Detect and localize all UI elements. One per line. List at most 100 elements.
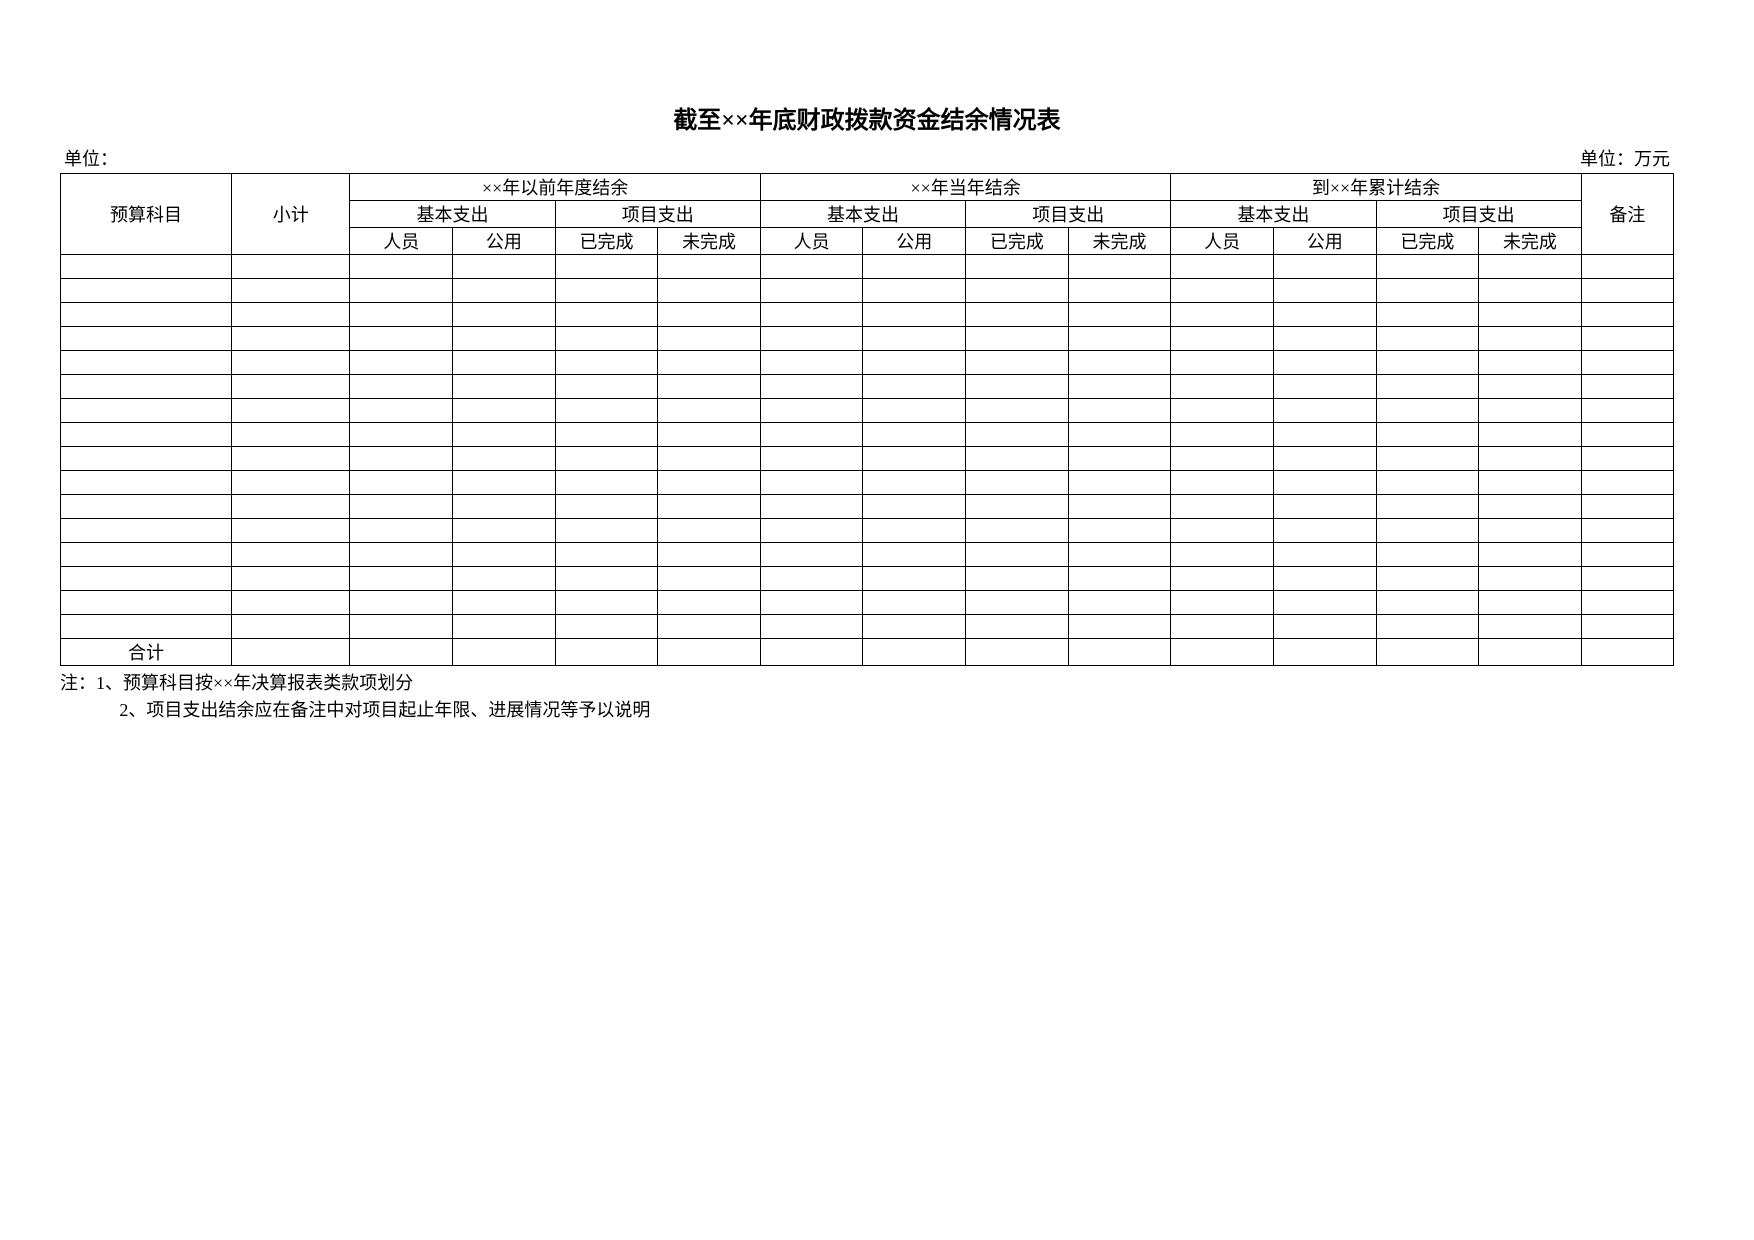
table-cell: [1581, 423, 1673, 447]
table-cell: [966, 351, 1069, 375]
table-cell: [1171, 591, 1274, 615]
table-cell: [350, 255, 453, 279]
table-cell: [1068, 519, 1171, 543]
table-cell: [350, 591, 453, 615]
table-cell: [658, 639, 761, 666]
table-cell: [350, 303, 453, 327]
table-cell: [350, 471, 453, 495]
table-cell: [863, 591, 966, 615]
table-cell: [1376, 639, 1479, 666]
table-cell: [232, 543, 350, 567]
table-cell: [1273, 495, 1376, 519]
table-cell: [1171, 495, 1274, 519]
table-cell: [1479, 591, 1582, 615]
table-cell: [350, 351, 453, 375]
header-undone-2: 未完成: [1068, 228, 1171, 255]
table-cell: [1479, 327, 1582, 351]
header-basic-2: 基本支出: [760, 201, 965, 228]
table-cell: [1068, 639, 1171, 666]
table-cell: [453, 471, 556, 495]
table-cell: [863, 327, 966, 351]
table-cell: [966, 375, 1069, 399]
table-cell: [658, 375, 761, 399]
table-cell: [232, 447, 350, 471]
table-cell: [453, 495, 556, 519]
table-cell: [555, 399, 658, 423]
header-project-2: 项目支出: [966, 201, 1171, 228]
table-cell: [966, 255, 1069, 279]
table-cell: [658, 279, 761, 303]
table-cell: [1581, 399, 1673, 423]
table-cell: [658, 303, 761, 327]
table-cell: [1068, 495, 1171, 519]
table-cell: [1581, 351, 1673, 375]
table-cell: [350, 423, 453, 447]
table-cell: [1376, 351, 1479, 375]
table-cell: [555, 423, 658, 447]
table-cell: [1171, 567, 1274, 591]
table-cell: [453, 519, 556, 543]
table-cell: [760, 495, 863, 519]
table-cell: [1479, 543, 1582, 567]
table-row: [61, 255, 1674, 279]
table-cell: [61, 447, 232, 471]
table-cell: [1273, 447, 1376, 471]
meta-row: 单位： 单位：万元: [60, 145, 1674, 171]
table-cell: [350, 543, 453, 567]
table-cell: [555, 519, 658, 543]
table-cell: [555, 543, 658, 567]
note-line-2: 2、项目支出结余应在备注中对项目起止年限、进展情况等予以说明: [60, 697, 1674, 724]
table-cell: [1581, 375, 1673, 399]
table-cell: [555, 567, 658, 591]
table-cell: [1068, 423, 1171, 447]
table-cell: [966, 519, 1069, 543]
table-cell: [1273, 255, 1376, 279]
table-row: [61, 471, 1674, 495]
header-person-3: 人员: [1171, 228, 1274, 255]
table-cell: [760, 375, 863, 399]
table-cell: [1376, 543, 1479, 567]
table-cell: [350, 495, 453, 519]
table-cell: [1376, 279, 1479, 303]
table-cell: [453, 279, 556, 303]
table-cell: [453, 591, 556, 615]
table-cell: [1068, 327, 1171, 351]
table-cell: [1581, 279, 1673, 303]
table-cell: [555, 351, 658, 375]
table-cell: [760, 543, 863, 567]
table-cell: [1068, 471, 1171, 495]
table-row: [61, 423, 1674, 447]
table-header: 预算科目 小计 ××年以前年度结余 ××年当年结余 到××年累计结余 备注 基本…: [61, 174, 1674, 255]
table-cell: [453, 303, 556, 327]
table-cell: [658, 615, 761, 639]
table-cell: [863, 279, 966, 303]
table-cell: [1273, 471, 1376, 495]
table-cell: [760, 303, 863, 327]
table-cell: [863, 495, 966, 519]
table-cell: [658, 567, 761, 591]
table-cell: [1171, 375, 1274, 399]
table-cell: [966, 471, 1069, 495]
table-cell: [61, 471, 232, 495]
table-cell: [350, 327, 453, 351]
table-row: [61, 327, 1674, 351]
table-cell: [232, 327, 350, 351]
table-cell: [1479, 423, 1582, 447]
table-cell: [658, 471, 761, 495]
table-cell: [555, 375, 658, 399]
table-cell: [232, 303, 350, 327]
table-cell: [1581, 471, 1673, 495]
table-cell: [350, 639, 453, 666]
table-cell: [1171, 255, 1274, 279]
table-cell: [453, 375, 556, 399]
table-cell: [1273, 615, 1376, 639]
table-cell: [1479, 471, 1582, 495]
table-cell: [1479, 255, 1582, 279]
table-cell: [61, 567, 232, 591]
table-cell: [232, 495, 350, 519]
table-cell: [61, 519, 232, 543]
table-cell: [966, 447, 1069, 471]
table-cell: [1376, 375, 1479, 399]
table-cell: [1068, 399, 1171, 423]
table-cell: [658, 519, 761, 543]
